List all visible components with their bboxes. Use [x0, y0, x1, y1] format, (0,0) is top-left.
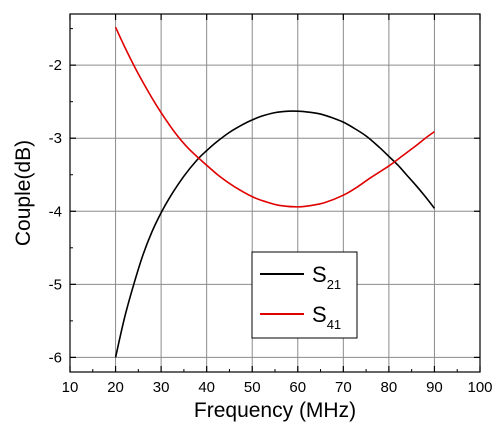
legend-label-subscript: 21 — [327, 277, 341, 292]
y-axis-label: Couple(dB) — [12, 140, 35, 246]
x-tick-label: 100 — [467, 379, 492, 396]
x-tick-label: 80 — [381, 379, 398, 396]
x-tick-label: 20 — [107, 379, 124, 396]
x-tick-label: 70 — [335, 379, 352, 396]
x-tick-label: 50 — [244, 379, 261, 396]
grid — [70, 14, 480, 372]
series-line-s21 — [114, 110, 436, 358]
x-tick-label: 10 — [62, 379, 79, 396]
y-tick-label: -6 — [49, 349, 62, 366]
legend-label-main: S — [312, 302, 327, 327]
x-tick-label: 90 — [426, 379, 443, 396]
tick-labels: 10 20 30 40 50 60 70 80 90 100 -2 -3 -4 -5 -6 — [49, 57, 493, 396]
series-group — [114, 26, 436, 358]
series-line-s41 — [114, 26, 435, 208]
x-axis-label: Frequency (MHz) — [194, 399, 356, 422]
x-tick-label: 40 — [198, 379, 215, 396]
legend-box — [251, 251, 358, 339]
y-tick-label: -3 — [49, 130, 62, 147]
axis-ticks — [69, 14, 481, 372]
y-tick-label: -2 — [49, 57, 62, 74]
legend-label: S41 — [312, 302, 341, 332]
legend-label-main: S — [312, 262, 327, 287]
x-tick-label: 60 — [289, 379, 306, 396]
legend-label: S21 — [312, 262, 341, 292]
y-tick-label: -5 — [49, 276, 62, 293]
x-tick-label: 30 — [153, 379, 170, 396]
legend-label-subscript: 41 — [327, 317, 341, 332]
y-tick-label: -4 — [49, 203, 62, 220]
